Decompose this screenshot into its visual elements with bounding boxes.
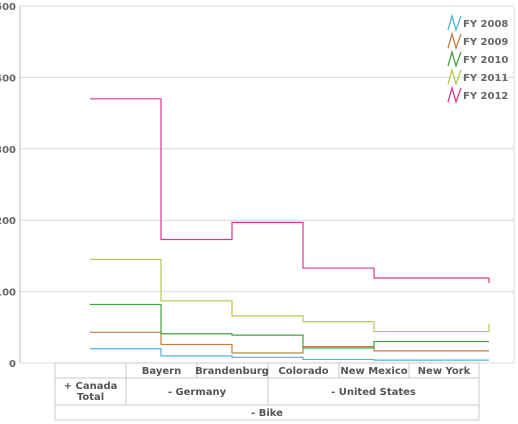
y-tick-label: 0: [9, 359, 16, 370]
x-category-label: + Canada Total: [64, 381, 118, 403]
y-axis: 0 100 200 300 400 500: [0, 2, 16, 370]
legend-label: FY 2010: [463, 55, 508, 66]
x-axis-table: + Canada Total Bayern Brandenburg Colorado Ne…: [54, 362, 480, 421]
legend-swatch-icon: [447, 85, 462, 105]
x-group-label: - Germany: [168, 387, 227, 398]
series-line-fy-2009: [90, 331, 489, 354]
y-tick-label: 400: [0, 73, 16, 84]
legend-label: FY 2011: [463, 73, 508, 84]
legend-swatch-icon: [447, 13, 462, 33]
legend-swatch-icon: [447, 49, 462, 69]
legend-label: FY 2008: [463, 19, 508, 30]
legend-swatch-icon: [447, 31, 462, 51]
legend-label: FY 2009: [463, 37, 508, 48]
legend-swatch-icon: [447, 67, 462, 87]
series-lines: [90, 98, 490, 361]
y-tick-label: 100: [0, 288, 16, 299]
legend: FY 2008 FY 2009 FY 2010 FY 2011 FY 2012: [447, 13, 508, 105]
y-tick-label: 300: [0, 145, 16, 156]
x-category-label: New York: [418, 366, 471, 377]
legend-label: FY 2012: [463, 91, 508, 102]
x-category-label: New Mexico: [340, 366, 407, 377]
y-tick-label: 200: [0, 216, 16, 227]
x-group-label: - United States: [331, 387, 416, 398]
series-line-fy-2010: [90, 303, 489, 349]
x-top-group-label: - Bike: [251, 408, 283, 419]
x-category-label: Bayern: [142, 366, 181, 377]
series-line-fy-2012: [90, 98, 490, 284]
x-category-label: Colorado: [278, 366, 328, 377]
gridlines: [19, 5, 515, 364]
series-line-fy-2011: [90, 258, 490, 333]
series-line-fy-2008: [90, 348, 489, 361]
x-category-label: Brandenburg: [195, 366, 269, 377]
y-tick-label: 500: [0, 2, 16, 13]
